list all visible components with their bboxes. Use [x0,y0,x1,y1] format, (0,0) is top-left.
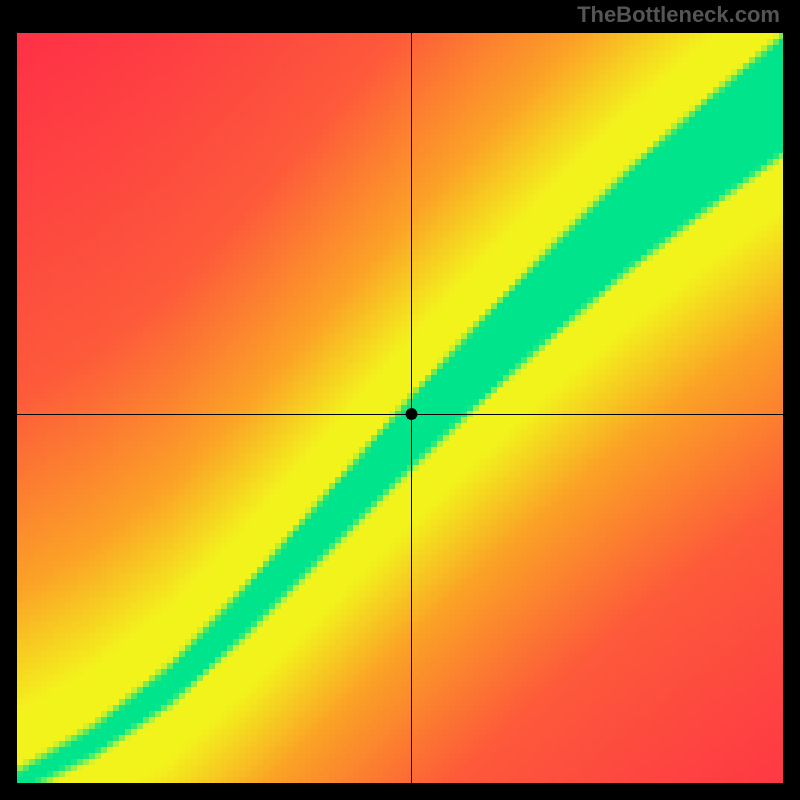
bottleneck-heatmap [17,33,783,783]
watermark-label: TheBottleneck.com [577,2,780,28]
chart-container: TheBottleneck.com [0,0,800,800]
heatmap-plot-area [17,33,783,783]
